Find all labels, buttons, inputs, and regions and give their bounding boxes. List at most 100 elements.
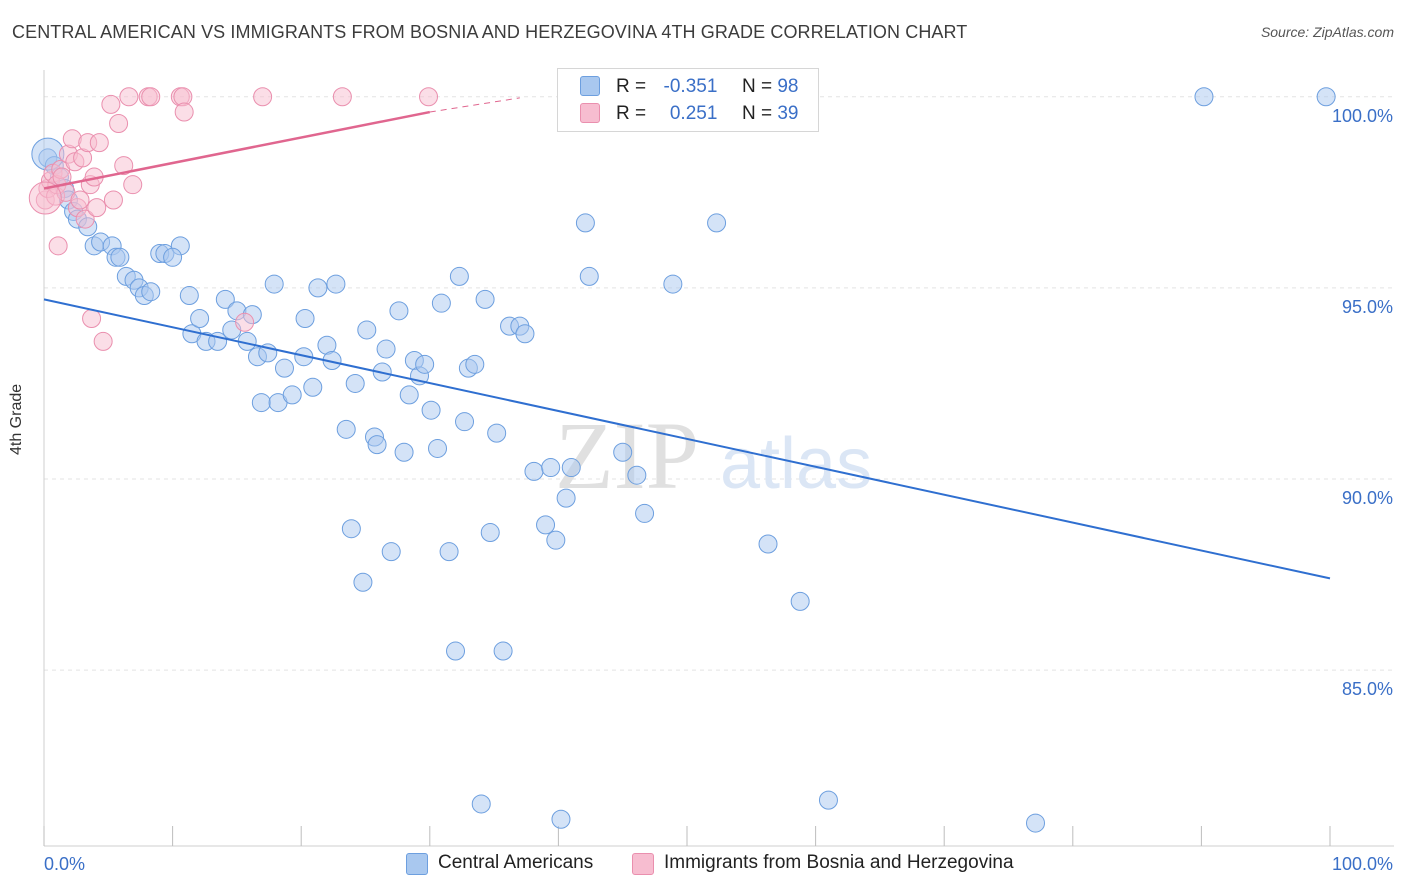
legend-n-value: 39 <box>777 103 799 124</box>
point-bosnia <box>82 308 102 328</box>
point-central-american <box>399 385 419 405</box>
legend-swatch-blue <box>406 853 428 875</box>
legend-n-label: N = <box>741 103 773 124</box>
point-bosnia <box>332 87 352 107</box>
point-bosnia <box>93 331 113 351</box>
legend-swatch-pink <box>580 103 600 123</box>
legend-swatch-blue <box>580 76 600 96</box>
chart-title: CENTRAL AMERICAN VS IMMIGRANTS FROM BOSN… <box>12 22 968 42</box>
trend-line-bosnia <box>43 110 431 190</box>
point-central-american <box>274 358 294 378</box>
point-bosnia <box>119 87 139 107</box>
point-central-american <box>561 458 581 478</box>
legend-r-label: R = <box>616 103 647 124</box>
point-central-american <box>449 266 469 286</box>
legend-r-value: -0.351 <box>663 76 718 97</box>
series-legend: Central Americans Immigrants from Bosnia… <box>0 852 1406 878</box>
legend-n-value: 98 <box>777 76 799 97</box>
point-central-american <box>431 293 451 313</box>
point-central-american <box>110 247 130 267</box>
series-bosnia-immigrants <box>28 87 439 351</box>
point-central-american <box>663 274 683 294</box>
point-central-american <box>357 320 377 340</box>
point-central-american <box>341 519 361 539</box>
point-central-american <box>627 465 647 485</box>
point-central-american <box>446 641 466 661</box>
point-central-american <box>421 400 441 420</box>
point-central-american <box>389 301 409 321</box>
point-central-american <box>818 790 838 810</box>
point-central-american <box>295 308 315 328</box>
point-bosnia <box>109 114 129 134</box>
point-bosnia <box>101 94 121 114</box>
y-tick-label: 90.0% <box>1342 488 1393 508</box>
point-central-american <box>345 373 365 393</box>
watermark: ZIP atlas <box>555 402 872 509</box>
trend-line-bosnia-extension <box>429 97 520 113</box>
point-central-american <box>524 461 544 481</box>
x-tick-label: 100.0% <box>1332 854 1393 874</box>
point-central-american <box>579 266 599 286</box>
point-central-american <box>536 515 556 535</box>
legend-r-value: 0.251 <box>669 103 718 124</box>
point-bosnia <box>87 198 107 218</box>
x-tick-label: 0.0% <box>44 854 85 874</box>
point-central-american <box>251 393 271 413</box>
point-central-american <box>515 324 535 344</box>
trend-lines <box>43 97 1331 580</box>
point-bosnia <box>141 87 161 107</box>
point-central-american <box>707 213 727 233</box>
point-central-american <box>336 419 356 439</box>
point-central-american <box>282 385 302 405</box>
point-central-american <box>475 289 495 309</box>
point-central-american <box>264 274 284 294</box>
point-central-american <box>308 278 328 298</box>
legend-n-label: N = <box>741 76 773 97</box>
point-bosnia <box>419 87 439 107</box>
point-central-american <box>613 442 633 462</box>
correlation-legend: R = -0.351 N = 98 R = 0.251 N = 39 <box>557 68 819 132</box>
point-bosnia <box>123 175 143 195</box>
point-central-american <box>635 503 655 523</box>
point-central-american <box>758 534 778 554</box>
point-bosnia <box>75 209 95 229</box>
point-central-american <box>575 213 595 233</box>
point-central-american <box>471 794 491 814</box>
point-bosnia <box>70 190 90 210</box>
point-central-american <box>487 423 507 443</box>
series-central-americans <box>31 87 1336 833</box>
point-central-american <box>556 488 576 508</box>
point-central-american <box>163 247 183 267</box>
point-bosnia <box>89 133 109 153</box>
point-bosnia <box>114 156 134 176</box>
y-tick-label: 85.0% <box>1342 679 1393 699</box>
y-tick-label: 95.0% <box>1342 297 1393 317</box>
point-central-american <box>1026 813 1046 833</box>
point-central-american <box>541 458 561 478</box>
point-central-american <box>493 641 513 661</box>
point-central-american <box>439 542 459 562</box>
point-central-american <box>1316 87 1336 107</box>
source-credit: Source: ZipAtlas.com <box>1260 24 1394 40</box>
point-central-american <box>190 308 210 328</box>
gridlines <box>44 96 1394 671</box>
point-central-american <box>480 523 500 543</box>
point-bosnia <box>103 190 123 210</box>
point-central-american <box>376 339 396 359</box>
point-central-american <box>353 572 373 592</box>
point-central-american <box>367 435 387 455</box>
point-central-american <box>381 542 401 562</box>
point-bosnia <box>48 236 68 256</box>
point-bosnia <box>174 102 194 122</box>
point-central-american <box>415 354 435 374</box>
watermark-atlas: atlas <box>720 424 872 504</box>
axes <box>43 70 1394 847</box>
point-central-american <box>465 354 485 374</box>
point-central-american <box>215 289 235 309</box>
point-central-american <box>141 282 161 302</box>
legend-label: Immigrants from Bosnia and Herzegovina <box>664 852 1014 873</box>
legend-label: Central Americans <box>438 852 594 873</box>
point-central-american <box>1194 87 1214 107</box>
point-central-american <box>546 530 566 550</box>
